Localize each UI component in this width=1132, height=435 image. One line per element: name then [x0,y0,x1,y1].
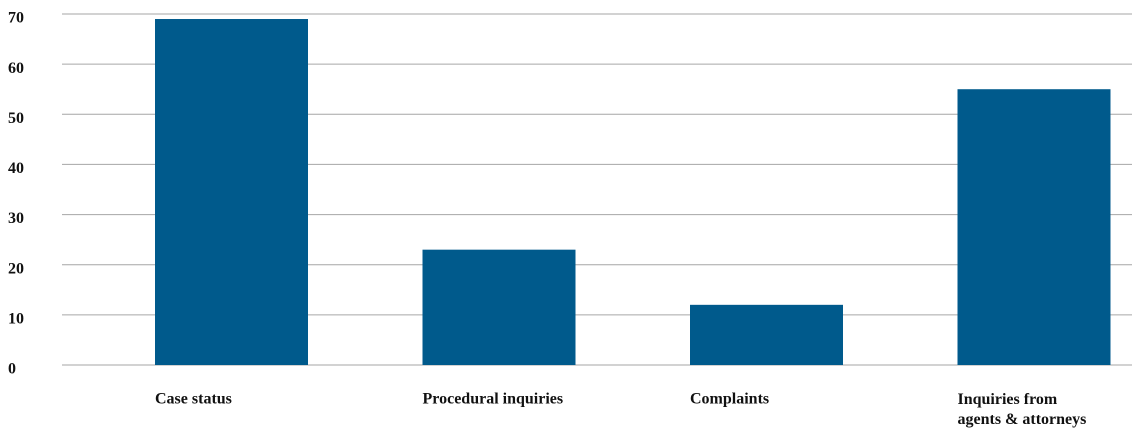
y-tick-label: 40 [8,160,24,177]
x-tick-label: Case status [155,391,232,408]
y-tick-label: 20 [8,260,24,277]
bar [957,89,1111,365]
x-tick-label: Complaints [690,391,769,408]
bar [155,19,308,366]
bar [422,249,576,365]
y-tick-label: 0 [8,361,16,378]
y-tick-label: 50 [8,110,24,127]
y-tick-label: 10 [8,311,24,328]
x-tick-label: Inquiries from agents & attorneys [958,391,1087,428]
y-tick-label: 30 [8,210,24,227]
bar [690,304,843,365]
x-tick-label-line: Inquiries from [958,391,1058,408]
y-tick-label: 70 [8,10,24,27]
y-tick-label: 60 [8,60,24,77]
x-tick-label-line: agents & attorneys [958,411,1087,428]
x-tick-label: Procedural inquiries [423,391,564,408]
